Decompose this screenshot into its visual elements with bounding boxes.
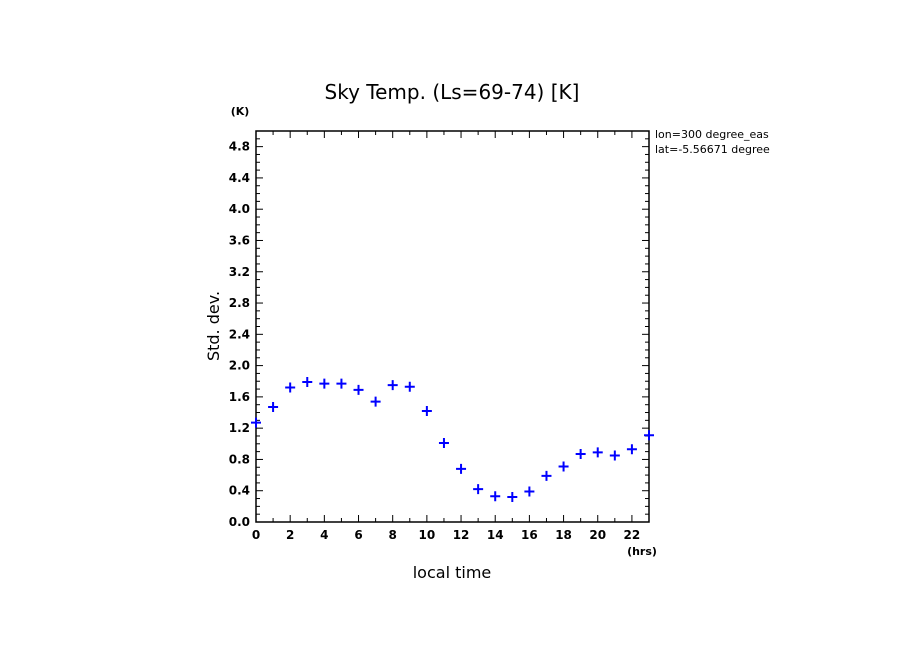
plus-marker <box>285 382 296 393</box>
data-point <box>387 380 398 391</box>
data-point <box>558 461 569 472</box>
plus-marker <box>268 402 279 413</box>
plus-marker <box>490 491 501 502</box>
plus-marker <box>302 377 313 388</box>
x-tick-label: 16 <box>521 528 538 542</box>
data-point <box>473 484 484 495</box>
plus-marker <box>558 461 569 472</box>
y-unit-label: (K) <box>231 105 250 118</box>
data-point <box>490 491 501 502</box>
data-point <box>626 444 637 455</box>
x-tick-label: 20 <box>589 528 606 542</box>
data-point <box>592 447 603 458</box>
plus-marker <box>370 396 381 407</box>
x-tick-label: 14 <box>487 528 504 542</box>
y-tick-label: 4.8 <box>229 140 250 154</box>
plus-marker <box>353 384 364 395</box>
data-point <box>644 430 654 441</box>
data-point <box>456 463 467 474</box>
plus-marker <box>507 491 518 502</box>
plus-marker <box>456 463 467 474</box>
y-tick-label: 4.4 <box>229 171 250 185</box>
data-points <box>251 377 654 502</box>
data-point <box>336 378 347 389</box>
plus-marker <box>541 470 552 481</box>
plus-marker <box>609 450 620 461</box>
y-tick-label: 0.8 <box>229 452 250 466</box>
x-tick-label: 4 <box>320 528 328 542</box>
y-tick-label: 2.0 <box>229 359 250 373</box>
plus-marker <box>421 405 432 416</box>
data-point <box>251 417 261 428</box>
plus-marker <box>524 486 535 497</box>
plus-marker <box>387 380 398 391</box>
tick-labels: 0 2 4 6 8 10 12 14 16 18 20 22 0.0 0.4 0.8 1.2 1.6 2.0 2.4… <box>229 140 641 542</box>
plus-marker <box>575 448 586 459</box>
axis-ticks <box>255 130 650 523</box>
chart-title: Sky Temp. (Ls=69-74) [K] <box>325 80 580 104</box>
y-tick-label: 3.2 <box>229 265 250 279</box>
plus-marker <box>319 378 330 389</box>
data-point <box>575 448 586 459</box>
x-tick-label: 12 <box>453 528 470 542</box>
plus-marker <box>473 484 484 495</box>
x-tick-label: 10 <box>419 528 436 542</box>
x-tick-label: 6 <box>354 528 362 542</box>
x-tick-label: 22 <box>624 528 641 542</box>
plus-marker <box>592 447 603 458</box>
y-tick-label: 4.0 <box>229 202 250 216</box>
y-tick-label: 1.6 <box>229 390 250 404</box>
y-tick-label: 2.4 <box>229 327 250 341</box>
x-axis-label: local time <box>413 563 492 582</box>
data-point <box>524 486 535 497</box>
annotation-lon: lon=300 degree_eas <box>655 128 769 141</box>
data-point <box>319 378 330 389</box>
y-tick-label: 3.6 <box>229 233 250 247</box>
plus-marker <box>404 381 415 392</box>
data-point <box>370 396 381 407</box>
plus-marker <box>626 444 637 455</box>
x-tick-label: 18 <box>555 528 572 542</box>
data-point <box>507 491 518 502</box>
annotation-lat: lat=-5.56671 degree <box>655 143 770 156</box>
data-point <box>609 450 620 461</box>
x-tick-label: 0 <box>252 528 260 542</box>
y-tick-label: 0.4 <box>229 484 250 498</box>
data-point <box>421 405 432 416</box>
x-tick-label: 8 <box>389 528 397 542</box>
plus-marker <box>336 378 347 389</box>
plus-marker <box>438 438 449 449</box>
plot-frame <box>255 130 650 523</box>
data-point <box>302 377 313 388</box>
plus-marker <box>251 417 261 428</box>
plus-marker <box>644 430 654 441</box>
data-point <box>353 384 364 395</box>
y-tick-label: 1.2 <box>229 421 250 435</box>
x-unit-label: (hrs) <box>627 545 657 558</box>
data-point <box>285 382 296 393</box>
y-tick-label: 2.8 <box>229 296 250 310</box>
data-point <box>268 402 279 413</box>
y-axis-label: Std. dev. <box>204 291 223 361</box>
data-point <box>438 438 449 449</box>
data-point <box>404 381 415 392</box>
x-tick-label: 2 <box>286 528 294 542</box>
data-point <box>541 470 552 481</box>
y-tick-label: 0.0 <box>229 515 250 529</box>
